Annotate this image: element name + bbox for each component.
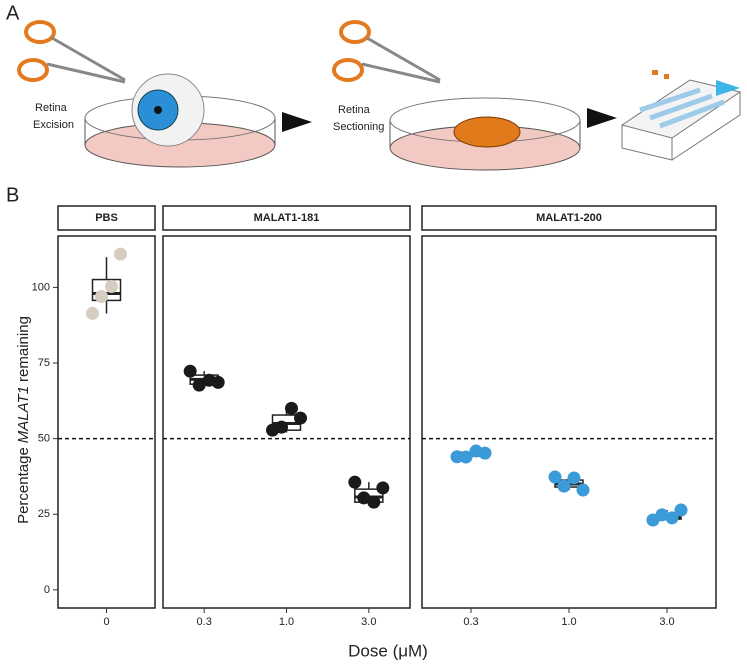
facet-panel xyxy=(421,235,717,609)
data-point xyxy=(86,306,99,320)
y-tick-label: 75 xyxy=(38,357,50,369)
x-tick-label: 1.0 xyxy=(561,616,576,628)
data-point xyxy=(548,470,562,484)
data-point xyxy=(367,495,381,509)
scissors xyxy=(332,20,371,82)
data-point xyxy=(294,411,307,425)
facet-strip xyxy=(421,205,717,231)
data-point xyxy=(576,483,590,497)
arrow xyxy=(282,112,312,132)
data-point xyxy=(114,247,127,261)
y-axis-title: Percentage MALAT1 remaining xyxy=(15,316,32,524)
x-tick-label: 0 xyxy=(103,616,109,628)
step-text: Retina xyxy=(338,104,371,116)
pupil xyxy=(154,106,162,114)
blade xyxy=(46,36,126,84)
scissors xyxy=(17,20,56,82)
data-point xyxy=(674,503,688,517)
data-point xyxy=(192,378,206,392)
data-point xyxy=(665,511,679,525)
panel-label: A xyxy=(6,2,20,24)
data-point xyxy=(459,450,473,464)
data-point xyxy=(376,481,390,495)
x-tick-label: 0.3 xyxy=(463,616,478,628)
y-axis-title-part: Percentage xyxy=(15,447,32,524)
arrow xyxy=(587,108,617,128)
tissue-piece xyxy=(652,70,658,75)
chart: 0 25 50 75 100 Percentage MALAT1 remaining Dose … xyxy=(15,205,717,660)
data-point xyxy=(348,475,362,489)
facet-label: MALAT1-200 xyxy=(536,212,602,224)
well-plate-side xyxy=(621,92,741,161)
facet-label: PBS xyxy=(95,212,118,224)
x-tick-label: 1.0 xyxy=(279,616,294,628)
tissue-piece xyxy=(664,74,669,79)
data-point xyxy=(478,446,492,460)
data-point xyxy=(567,471,581,485)
step-text: Excision xyxy=(33,119,74,131)
facet-strip xyxy=(162,205,411,231)
x-tick-label: 3.0 xyxy=(659,616,674,628)
y-tick-label: 50 xyxy=(38,433,50,445)
y-axis-title-part: MALAT1 xyxy=(15,386,32,443)
data-point xyxy=(211,375,225,389)
step-text: Sectioning xyxy=(333,121,384,133)
dish-wall xyxy=(389,120,581,148)
y-tick-label: 0 xyxy=(44,584,50,596)
data-point xyxy=(557,479,571,493)
data-point xyxy=(655,508,669,522)
step-text: Retina xyxy=(35,102,68,114)
panel-a: A Retina Excision Retina Sectioning xyxy=(6,2,742,171)
data-point xyxy=(275,420,288,434)
y-tick-label: 25 xyxy=(38,508,50,520)
data-point xyxy=(95,289,108,303)
dish-wall xyxy=(84,118,276,145)
retina-tissue xyxy=(453,116,521,148)
blue-flow xyxy=(639,87,725,129)
data-point xyxy=(105,280,118,294)
data-point xyxy=(285,401,298,415)
facet-strip xyxy=(57,205,156,231)
data-point xyxy=(357,491,371,505)
panel-label: B xyxy=(6,184,19,206)
x-tick-label: 3.0 xyxy=(361,616,376,628)
y-tick-label: 100 xyxy=(32,281,50,293)
flow-arrow xyxy=(716,80,740,96)
y-axis-title-part: remaining xyxy=(15,316,32,382)
x-axis-title: Dose (μM) xyxy=(348,641,428,660)
blade xyxy=(361,36,441,84)
data-point xyxy=(183,364,197,378)
facet-label: MALAT1-181 xyxy=(254,212,320,224)
x-tick-label: 0.3 xyxy=(197,616,212,628)
